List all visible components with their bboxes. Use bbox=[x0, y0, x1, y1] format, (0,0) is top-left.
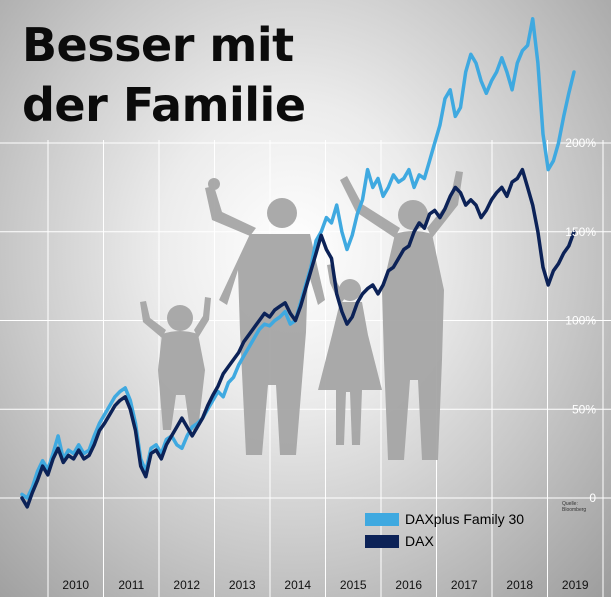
x-tick-label: 2014 bbox=[284, 578, 311, 592]
source-name: Bloomberg bbox=[562, 507, 587, 513]
series-line-dax bbox=[20, 167, 576, 509]
x-tick-label: 2010 bbox=[62, 578, 89, 592]
legend-label-daxplus: DAXplus Family 30 bbox=[405, 511, 525, 527]
source-note: Quelle: Bloomberg bbox=[562, 501, 598, 513]
x-axis-ticks: 2010 2011 2012 2013 2014 2015 2016 2017 2018 2019 bbox=[62, 578, 589, 592]
x-tick-label: 2013 bbox=[229, 578, 256, 592]
y-tick-label: 150% bbox=[565, 225, 596, 239]
series-lines bbox=[20, 17, 576, 509]
y-tick-label: 100% bbox=[565, 314, 596, 328]
legend-item-dax: DAX bbox=[365, 533, 434, 549]
legend-item-daxplus: DAXplus Family 30 bbox=[365, 511, 524, 527]
y-tick-label: 0 bbox=[589, 491, 596, 505]
x-tick-label: 2015 bbox=[340, 578, 367, 592]
x-tick-label: 2012 bbox=[173, 578, 200, 592]
legend-label-dax: DAX bbox=[405, 533, 434, 549]
x-tick-label: 2017 bbox=[451, 578, 478, 592]
grid-lines bbox=[0, 140, 611, 597]
source-label: Quelle: bbox=[562, 501, 578, 507]
y-axis-ticks: 0 50% 100% 150% 200% bbox=[565, 136, 596, 505]
y-tick-label: 50% bbox=[572, 402, 596, 416]
x-tick-label: 2016 bbox=[395, 578, 422, 592]
x-tick-label: 2019 bbox=[562, 578, 589, 592]
legend-swatch-dax bbox=[365, 534, 399, 548]
chart-title-line-1: Besser mit bbox=[22, 18, 294, 72]
family-silhouette bbox=[140, 171, 463, 460]
chart-title-line-2: der Familie bbox=[22, 78, 306, 132]
legend-swatch-daxplus bbox=[365, 512, 399, 526]
y-tick-label: 200% bbox=[565, 136, 596, 150]
x-tick-label: 2011 bbox=[118, 578, 144, 592]
x-tick-label: 2018 bbox=[506, 578, 533, 592]
